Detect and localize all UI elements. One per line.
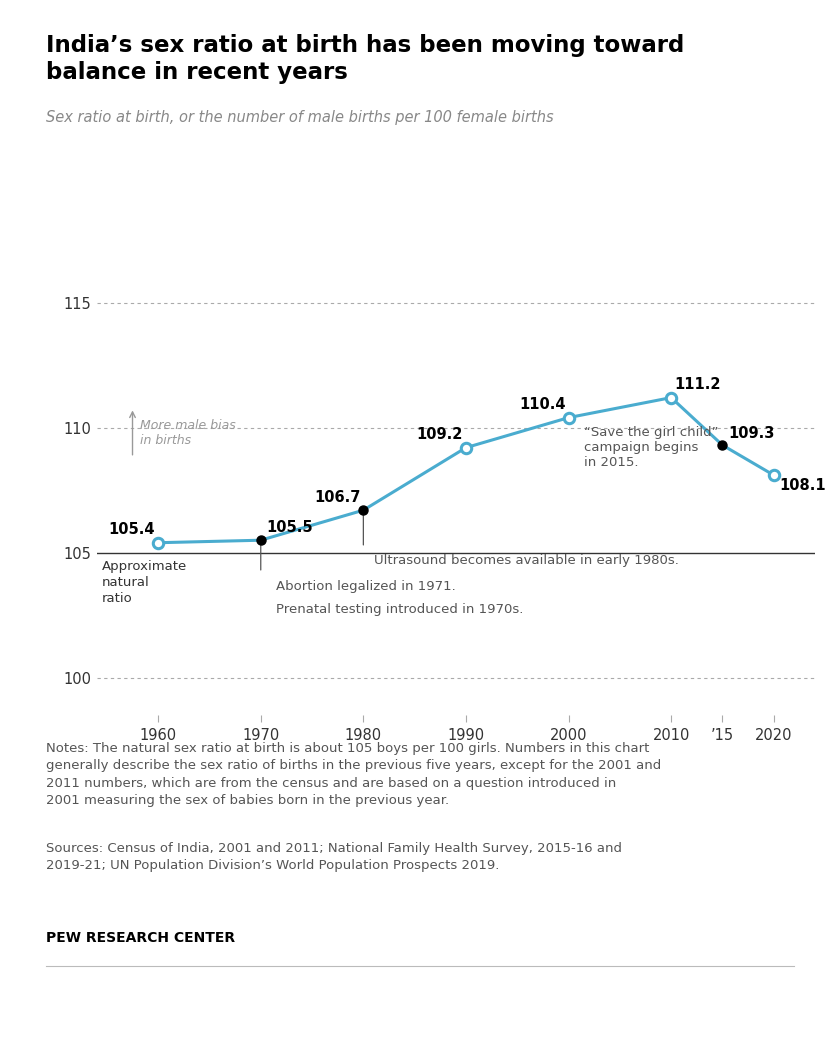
Text: Abortion legalized in 1971.: Abortion legalized in 1971. — [276, 581, 456, 593]
Text: PEW RESEARCH CENTER: PEW RESEARCH CENTER — [46, 931, 235, 945]
Text: 109.2: 109.2 — [417, 427, 463, 442]
Text: 109.3: 109.3 — [728, 426, 775, 442]
Text: India’s sex ratio at birth has been moving toward
balance in recent years: India’s sex ratio at birth has been movi… — [46, 34, 685, 84]
Text: Approximate
natural
ratio: Approximate natural ratio — [102, 561, 187, 605]
Text: 105.4: 105.4 — [108, 522, 155, 538]
Text: 105.5: 105.5 — [266, 520, 312, 534]
Text: “Save the girl child”
campaign begins
in 2015.: “Save the girl child” campaign begins in… — [584, 426, 722, 469]
Text: 110.4: 110.4 — [519, 397, 565, 412]
Text: Prenatal testing introduced in 1970s.: Prenatal testing introduced in 1970s. — [276, 603, 523, 615]
Text: 108.1: 108.1 — [779, 478, 826, 492]
Text: Sources: Census of India, 2001 and 2011; National Family Health Survey, 2015-16 : Sources: Census of India, 2001 and 2011;… — [46, 842, 622, 872]
Text: Ultrasound becomes available in early 1980s.: Ultrasound becomes available in early 19… — [374, 554, 679, 567]
Text: Notes: The natural sex ratio at birth is about 105 boys per 100 girls. Numbers i: Notes: The natural sex ratio at birth is… — [46, 742, 661, 807]
Text: 106.7: 106.7 — [314, 489, 360, 505]
Text: More male bias
in births: More male bias in births — [139, 419, 235, 447]
Text: 111.2: 111.2 — [675, 377, 721, 392]
Text: Sex ratio at birth, or the number of male births per 100 female births: Sex ratio at birth, or the number of mal… — [46, 110, 554, 125]
